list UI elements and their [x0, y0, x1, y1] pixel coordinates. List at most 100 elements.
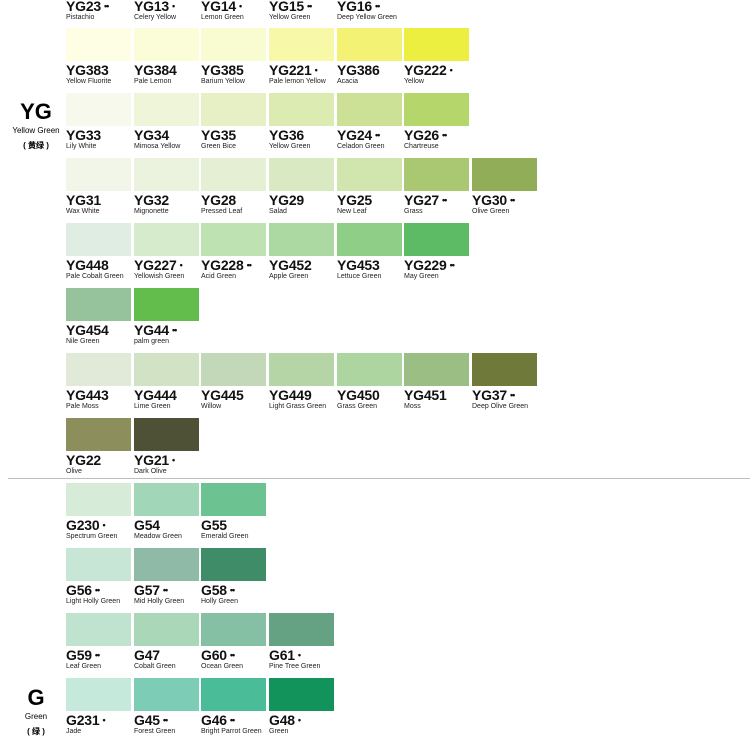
color-swatch [472, 158, 537, 191]
nib-dots-icon: •• [229, 585, 235, 595]
color-code-text: G231 [66, 712, 100, 728]
color-swatch [201, 613, 266, 646]
color-code-text: G56 [66, 582, 92, 598]
color-swatch [404, 93, 469, 126]
group-name: Green [24, 712, 48, 721]
color-name: Yellow Green [269, 143, 311, 150]
color-name: May Green [404, 273, 439, 280]
color-swatch [66, 223, 131, 256]
color-code: YG14 • [201, 0, 242, 16]
color-code-text: G47 [134, 647, 160, 663]
color-code: G57 •• [134, 583, 168, 600]
color-name: Meadow Green [134, 533, 182, 540]
color-name: Acid Green [201, 273, 237, 280]
color-name: Olive Green [472, 208, 510, 215]
color-code: YG26 •• [404, 128, 447, 145]
color-name: Leaf Green [66, 663, 102, 670]
color-swatch [134, 483, 199, 516]
color-code-text: YG450 [337, 387, 380, 403]
color-code: YG227 • [134, 258, 183, 275]
color-code-text: YG28 [201, 192, 236, 208]
color-code: G230 • [66, 518, 106, 535]
section-divider [8, 478, 750, 479]
color-swatch [66, 288, 131, 321]
color-swatch [269, 678, 334, 711]
color-swatch [66, 28, 131, 61]
color-swatch [134, 93, 199, 126]
color-code-text: YG22 [66, 452, 101, 468]
nib-dots-icon: •• [375, 1, 380, 11]
color-swatch [66, 158, 131, 191]
color-swatch [134, 28, 199, 61]
color-swatch [134, 353, 199, 386]
color-code-text: G48 [269, 712, 295, 728]
color-name: Yellow Green [269, 14, 311, 21]
color-code-text: YG229 [404, 257, 447, 273]
color-name: palm green [134, 338, 170, 345]
color-name: New Leaf [337, 208, 367, 215]
color-code: YG13 • [134, 0, 175, 16]
color-code: YG22 [66, 453, 101, 468]
color-code-text: G58 [201, 582, 227, 598]
color-code: YG444 [134, 388, 177, 403]
color-code: YG31 [66, 193, 101, 208]
color-swatch [269, 28, 334, 61]
color-swatch [201, 158, 266, 191]
color-name: Spectrum Green [66, 533, 118, 540]
color-code: YG221 • [269, 63, 318, 80]
color-code: YG453 [337, 258, 380, 273]
color-name: Pine Tree Green [269, 663, 321, 670]
color-name: Celadon Green [337, 143, 385, 150]
color-code: YG37 •• [472, 388, 515, 405]
color-code-text: YG453 [337, 257, 380, 273]
color-code: G46 •• [201, 713, 235, 730]
nib-dots-icon: •• [229, 715, 235, 725]
color-code: YG450 [337, 388, 380, 403]
color-name: Forest Green [134, 728, 176, 735]
color-swatch [337, 158, 402, 191]
color-swatch [201, 28, 266, 61]
color-code: G56 •• [66, 582, 100, 600]
nib-dots-icon: • [102, 520, 105, 530]
color-name: Green Bice [201, 143, 237, 150]
nib-dots-icon: •• [442, 130, 447, 140]
color-code: G47 [134, 648, 160, 663]
color-name: Pistachio [66, 14, 95, 21]
color-name: Willow [201, 403, 222, 410]
color-swatch [134, 613, 199, 646]
color-code: G61 • [269, 648, 301, 665]
color-code: YG25 [337, 193, 372, 208]
color-swatch [404, 223, 469, 256]
nib-dots-icon: •• [510, 195, 515, 205]
color-code-text: YG449 [269, 387, 312, 403]
nib-dots-icon: •• [442, 195, 447, 205]
color-name: Lily White [66, 143, 97, 150]
color-code-text: G45 [134, 712, 160, 728]
color-name: Celery Yellow [134, 14, 177, 21]
color-name: Emerald Green [201, 533, 249, 540]
color-swatch [269, 158, 334, 191]
color-name: Bright Parrot Green [201, 728, 262, 735]
color-code-text: YG21 [134, 452, 169, 468]
color-name: Deep Yellow Green [337, 14, 397, 21]
color-swatch [404, 28, 469, 61]
color-name: Ocean Green [201, 663, 244, 670]
color-name: Lime Green [134, 403, 171, 410]
color-swatch [337, 223, 402, 256]
color-code-text: YG444 [134, 387, 177, 403]
color-code: YG452 [269, 258, 312, 273]
color-code-text: YG27 [404, 192, 439, 208]
color-name: Grass [404, 208, 423, 215]
color-name: Pale lemon Yellow [269, 78, 326, 85]
color-code: G58 •• [201, 582, 235, 600]
color-name: Deep Olive Green [472, 403, 529, 410]
color-code-text: YG228 [201, 257, 244, 273]
color-code-text: YG44 [134, 322, 169, 338]
nib-dots-icon: •• [229, 650, 235, 660]
color-code: YG443 [66, 388, 109, 403]
nib-dots-icon: •• [104, 1, 109, 11]
color-code-text: YG454 [66, 322, 109, 338]
color-swatch [66, 353, 131, 386]
color-swatch [337, 28, 402, 61]
color-code: YG445 [201, 388, 244, 403]
